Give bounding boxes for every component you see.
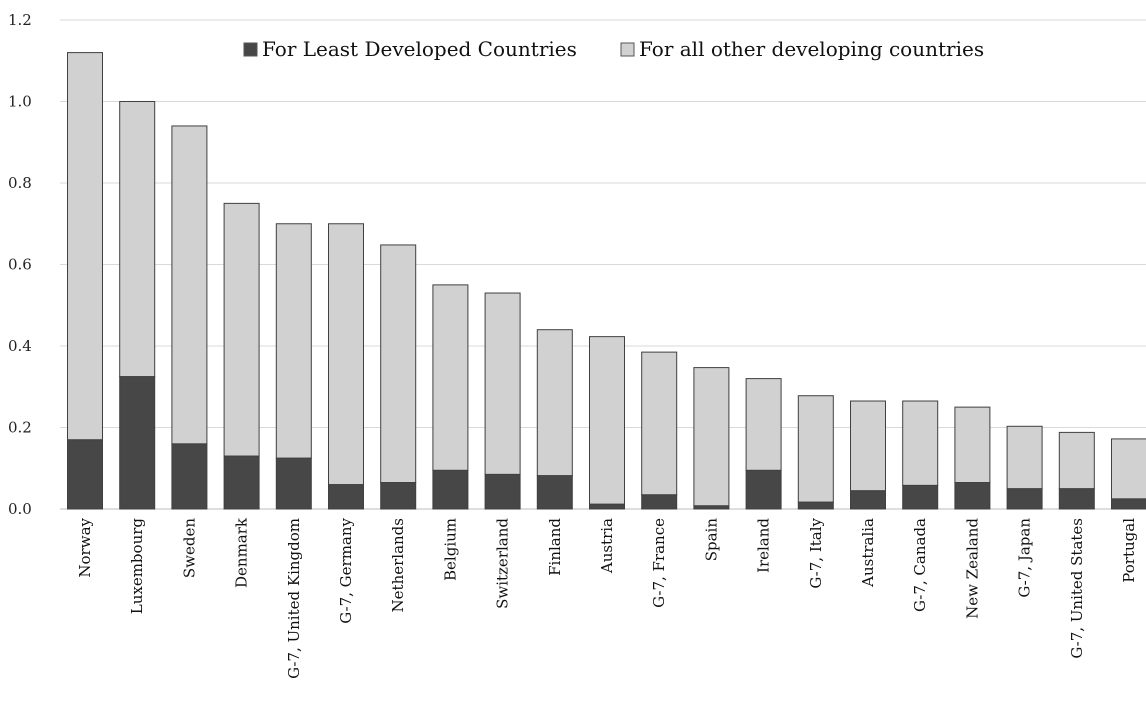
bar-least-developed [902, 484, 939, 510]
y-tick-label: 1.2 [8, 11, 32, 29]
x-category-label: Portugal [1120, 518, 1138, 583]
bar-least-developed [119, 376, 156, 510]
x-category-label: Netherlands [389, 518, 407, 612]
bar-other-developing [1111, 438, 1146, 500]
y-tick-label: 0.4 [8, 337, 32, 355]
x-category-label: G-7, United Kingdom [285, 518, 303, 679]
bar-least-developed [797, 501, 834, 510]
bar-least-developed [171, 443, 208, 510]
bar-least-developed [536, 475, 573, 510]
legend-swatch-ldc [243, 42, 258, 57]
x-category-label: G-7, United States [1068, 518, 1086, 659]
bar-other-developing [745, 378, 782, 471]
x-category-label: G-7, Canada [911, 518, 929, 612]
bar-least-developed [745, 469, 782, 510]
x-category-label: New Zealand [963, 518, 981, 619]
bar-other-developing [1006, 425, 1043, 490]
bar-other-developing [902, 400, 939, 486]
x-axis-labels: Norway Luxembourg Sweden Denmark G-7, United… [76, 517, 1138, 679]
bar-other-developing [484, 292, 521, 475]
x-category-label: G-7, Italy [807, 517, 825, 588]
bar-least-developed [67, 439, 103, 510]
bar-other-developing [954, 406, 991, 484]
bar-least-developed [641, 494, 678, 510]
legend-label-ldc: For Least Developed Countries [262, 37, 577, 61]
bar-other-developing [119, 101, 156, 378]
x-category-label: Switzerland [494, 518, 512, 609]
bar-least-developed [275, 457, 312, 510]
bar-other-developing [67, 52, 103, 441]
x-category-label: G-7, Japan [1016, 518, 1034, 598]
bar-least-developed [1111, 498, 1146, 510]
bar-least-developed [850, 490, 886, 510]
x-category-label: G-7, France [650, 518, 668, 608]
bar-least-developed [432, 469, 469, 510]
y-tick-label: 0.0 [8, 500, 32, 518]
bar-other-developing [850, 400, 886, 492]
bar-least-developed [1006, 488, 1043, 510]
bar-other-developing [223, 202, 260, 457]
y-tick-label: 1.0 [8, 93, 32, 111]
bar-other-developing [589, 336, 625, 505]
bar-other-developing [328, 223, 364, 486]
bar-other-developing [1058, 431, 1095, 490]
x-category-label: G-7, Germany [337, 517, 355, 623]
bar-other-developing [432, 284, 469, 471]
bar-other-developing [536, 329, 573, 477]
y-axis-ticks: 0.0 0.2 0.4 0.6 0.8 1.0 1.2 [8, 11, 32, 518]
y-tick-label: 0.6 [8, 256, 32, 274]
x-category-label: Sweden [180, 518, 198, 578]
x-category-label: Australia [859, 518, 877, 588]
y-tick-label: 0.2 [8, 419, 32, 437]
x-category-label: Norway [76, 517, 94, 577]
x-category-label: Spain [702, 518, 720, 562]
legend-swatch-other [620, 42, 635, 57]
bar-least-developed [380, 482, 417, 510]
bar-other-developing [641, 351, 678, 496]
bar-other-developing [275, 223, 312, 459]
bar-least-developed [223, 455, 260, 510]
bar-least-developed [484, 473, 521, 510]
x-category-label: Finland [546, 518, 564, 576]
bar-other-developing [380, 244, 417, 484]
bars [67, 52, 1146, 510]
x-category-label: Denmark [233, 517, 251, 588]
legend-label-other: For all other developing countries [639, 37, 984, 61]
legend: For Least Developed Countries For all ot… [243, 37, 984, 61]
bar-least-developed [954, 482, 991, 510]
x-category-label: Austria [598, 518, 616, 574]
x-category-label: Belgium [441, 518, 459, 581]
y-tick-label: 0.8 [8, 174, 32, 192]
bar-least-developed [328, 484, 364, 510]
bar-other-developing [797, 395, 834, 503]
bar-least-developed [589, 503, 625, 510]
x-category-label: Luxembourg [128, 518, 146, 615]
x-category-label: Ireland [755, 518, 773, 573]
bar-least-developed [1058, 488, 1095, 510]
bar-other-developing [171, 125, 208, 445]
bar-other-developing [693, 367, 730, 507]
